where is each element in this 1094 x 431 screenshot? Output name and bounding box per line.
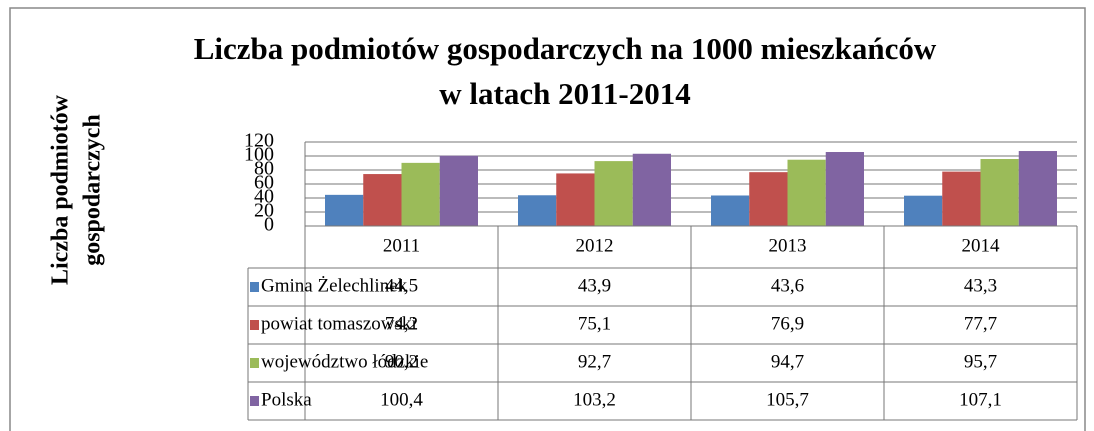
bar [942,171,981,226]
data-label: 94,7 [771,351,804,372]
bar [787,159,826,226]
x-tick-label: 2013 [769,235,807,256]
y-axis-title: Liczba podmiotów [48,94,74,285]
legend-label: powiat tomaszowski [261,313,417,334]
y-tick-label: 120 [244,130,274,152]
legend-key [250,320,259,330]
data-label: 43,3 [964,275,997,296]
data-label: 95,7 [964,351,997,372]
y-tick-label: 60 [254,172,274,194]
y-tick-label: 40 [254,186,274,208]
data-label: 74,2 [385,313,418,334]
x-tick-label: 2014 [962,235,1001,256]
bar [749,172,788,226]
data-label: 90,2 [385,351,418,372]
data-label: 92,7 [578,351,611,372]
x-tick-label: 2011 [383,235,420,256]
y-tick-label: 0 [264,214,274,236]
data-label: 43,6 [771,275,804,296]
data-label: 100,4 [380,389,423,410]
bar [904,195,943,226]
bar [825,152,864,226]
y-tick-label: 80 [254,158,274,180]
chart-title: w latach 2011-2014 [439,76,690,111]
legend-key [250,358,259,368]
data-label: 103,2 [573,389,616,410]
bar [518,195,557,226]
bar [556,173,595,226]
legend-label: województwo łódzkie [261,351,428,372]
y-axis-title: gospodarczych [80,114,106,266]
bar [594,161,633,226]
bar [401,162,440,226]
legend-key [250,282,259,292]
data-label: 107,1 [959,389,1002,410]
data-label: 44,5 [385,275,418,296]
bar [363,174,402,226]
legend-label: Gmina Żelechlinek [261,275,408,296]
data-label: 77,7 [964,313,997,334]
bar [325,194,364,226]
data-label: 43,9 [578,275,611,296]
y-tick-label: 20 [254,200,274,222]
data-label: 75,1 [578,313,611,334]
bar [632,153,671,226]
bar [439,155,478,226]
legend-key [250,396,259,406]
x-tick-label: 2012 [576,235,614,256]
data-label: 76,9 [771,313,804,334]
bar [711,195,750,226]
legend-label: Polska [261,389,312,410]
chart-title: Liczba podmiotów gospodarczych na 1000 m… [194,31,937,66]
data-label: 105,7 [766,389,809,410]
y-tick-label: 100 [244,144,274,166]
bar [980,159,1019,226]
bar [1018,151,1057,226]
